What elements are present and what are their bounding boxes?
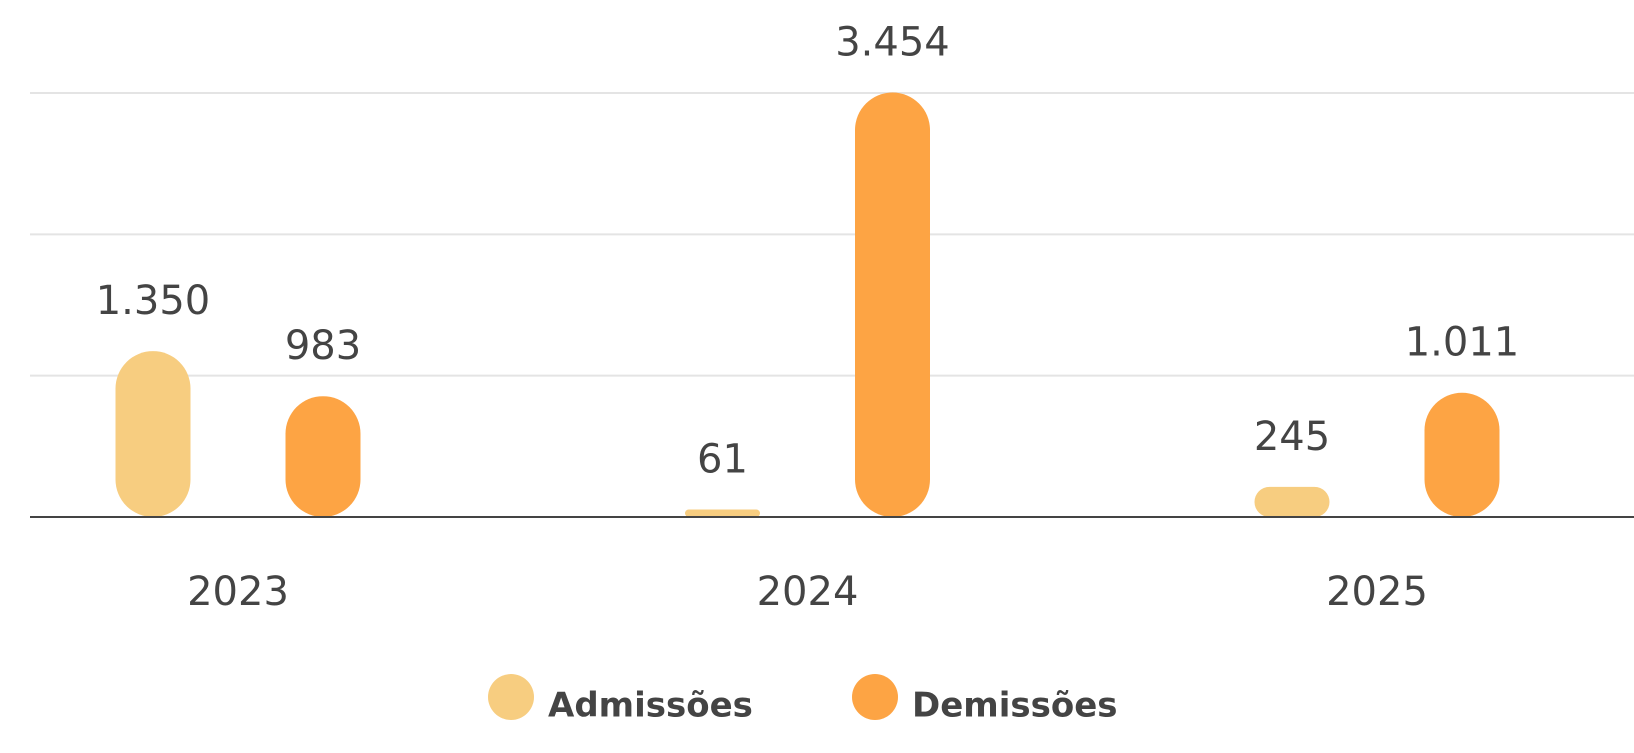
value-label: 1.350 [96, 278, 211, 324]
bar [285, 396, 361, 517]
bar [855, 92, 930, 517]
value-label: 245 [1254, 414, 1330, 460]
bar [685, 509, 760, 517]
bar [1424, 392, 1500, 517]
legend-swatch [852, 674, 898, 720]
x-tick-label: 2025 [1326, 569, 1428, 615]
bar [1254, 486, 1330, 517]
legend-swatch [488, 674, 534, 720]
bar [115, 351, 191, 517]
value-label: 3.454 [835, 20, 950, 66]
value-label: 983 [285, 323, 361, 369]
legend-label: Admissões [548, 686, 753, 726]
value-label: 61 [697, 437, 748, 483]
value-label: 1.011 [1405, 320, 1520, 366]
x-tick-label: 2023 [187, 569, 289, 615]
x-tick-label: 2024 [757, 569, 859, 615]
legend-label: Demissões [912, 686, 1118, 726]
